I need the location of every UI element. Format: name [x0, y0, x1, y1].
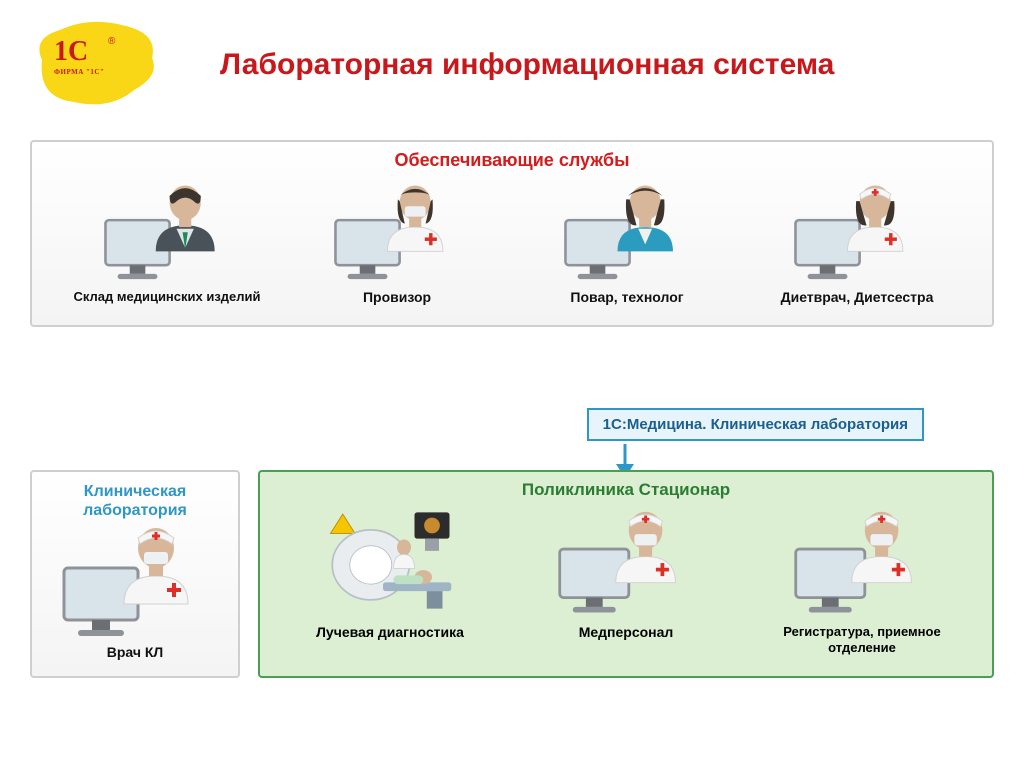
callout-lab-system: 1С:Медицина. Клиническая лаборатория [587, 408, 924, 441]
logo-text: 1C ФИРМА "1С" [54, 38, 104, 76]
hospital-card: Поликлиника Стационар Лучевая диагностик… [258, 470, 994, 678]
support-role-row: Склад медицинских изделий Провизор Повар… [52, 179, 972, 307]
role-dietitian: Диетврач, Диетсестра [757, 179, 957, 307]
logo-sub: ФИРМА "1С" [54, 68, 104, 76]
support-section-title: Обеспечивающие службы [52, 150, 972, 171]
nurse2-computer-icon [792, 179, 922, 289]
role-radiology: Лучевая диагностика [290, 504, 490, 657]
nurse1-computer-icon [332, 179, 462, 289]
role-label: Регистратура, приемное отделение [762, 624, 962, 657]
role-pharmacist: Провизор [297, 179, 497, 307]
role-reception: Регистратура, приемное отделение [762, 504, 962, 657]
logo-reg-mark: ® [108, 36, 115, 47]
role-warehouse: Склад медицинских изделий [67, 179, 267, 307]
clinical-lab-title: Клиническая лаборатория [38, 482, 232, 520]
role-label: Медперсонал [579, 624, 674, 642]
ct-scanner-icon [320, 504, 460, 624]
role-label: Склад медицинских изделий [73, 289, 260, 305]
logo-1c: 1C ФИРМА "1С" ® [30, 20, 160, 110]
role-label: Врач КЛ [107, 644, 164, 662]
hospital-role-row: Лучевая диагностика Медперсонал Регистра… [272, 504, 980, 657]
role-lab-doctor: Врач КЛ [38, 524, 232, 662]
page-title: Лабораторная информационная система [220, 48, 834, 82]
woman-computer-icon [562, 179, 692, 289]
nurse3-computer-icon [792, 504, 932, 624]
role-medstaff: Медперсонал [526, 504, 726, 657]
support-section: Обеспечивающие службы Склад медицинских … [30, 140, 994, 327]
businessman-computer-icon [102, 179, 232, 289]
role-label: Повар, технолог [570, 289, 683, 307]
clinical-lab-card: Клиническая лаборатория Врач КЛ [30, 470, 240, 678]
role-cook: Повар, технолог [527, 179, 727, 307]
nurse3-computer-icon [556, 504, 696, 624]
nurse3-computer-icon [60, 524, 210, 644]
bottom-row: Клиническая лаборатория Врач КЛ Поликлин… [30, 470, 994, 678]
role-label: Диетврач, Диетсестра [781, 289, 934, 307]
role-label: Провизор [363, 289, 431, 307]
logo-brand: 1C [54, 38, 104, 66]
role-label: Лучевая диагностика [316, 624, 464, 642]
hospital-card-title: Поликлиника Стационар [272, 480, 980, 500]
header: 1C ФИРМА "1С" ® Лабораторная информацион… [0, 0, 1024, 120]
